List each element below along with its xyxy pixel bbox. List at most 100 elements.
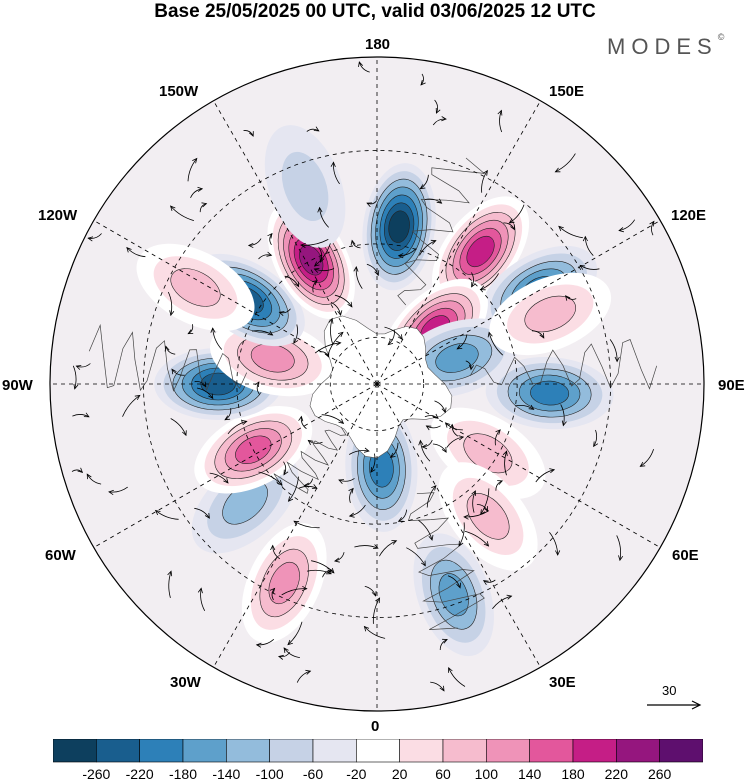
streamline — [504, 451, 507, 476]
streamline — [430, 681, 445, 692]
streamline-arrowhead — [471, 281, 476, 288]
streamline-arrowhead — [326, 569, 332, 575]
streamline — [619, 219, 636, 231]
streamline — [483, 579, 496, 583]
streamline-arrowhead — [313, 126, 320, 132]
colorbar-swatch — [616, 739, 660, 763]
streamline-arrowhead — [287, 496, 294, 502]
streamline-arrowhead — [487, 331, 493, 338]
streamline-arrowhead — [319, 257, 325, 263]
colorbar-swatch — [659, 739, 703, 763]
meridian-line — [376, 383, 553, 688]
streamline-arrowhead — [441, 116, 447, 122]
colorbar-swatch — [572, 739, 617, 763]
contour-band — [438, 573, 469, 617]
streamline-arrowhead — [375, 597, 381, 604]
colorbar-swatch — [312, 739, 357, 763]
streamline-arrowhead — [347, 301, 353, 308]
streamline — [370, 453, 376, 473]
streamline-arrowhead — [364, 447, 370, 453]
colorbar-tick-label: -20 — [346, 766, 367, 782]
streamline — [480, 488, 490, 515]
streamline — [256, 638, 275, 646]
streamline-arrowhead — [555, 550, 561, 556]
streamline-arrowhead — [330, 161, 336, 168]
streamline-arrowhead — [497, 109, 503, 116]
streamline — [108, 486, 128, 493]
streamline-arrowhead — [442, 638, 448, 644]
coastline — [273, 426, 347, 494]
colorbar-swatch — [486, 739, 530, 763]
streamline — [351, 240, 361, 249]
streamline-arrowhead — [338, 418, 345, 424]
streamline-arrowhead — [441, 447, 447, 453]
streamline — [308, 440, 323, 444]
streamline-arrowhead — [370, 467, 376, 473]
streamline-arrowhead — [334, 557, 340, 563]
streamline-arrowhead — [208, 393, 214, 400]
high-anomaly-cell — [210, 319, 336, 397]
streamline-arrowhead — [247, 242, 254, 249]
streamline-arrowhead — [374, 270, 380, 277]
streamline-arrowhead — [397, 517, 404, 522]
streamline-arrowhead — [418, 439, 424, 446]
contour-band — [466, 493, 510, 540]
streamline-arrowhead — [614, 356, 620, 363]
streamline-arrowhead — [270, 544, 276, 551]
streamline-arrowhead — [558, 225, 564, 232]
streamline — [514, 404, 534, 410]
streamline — [558, 226, 583, 239]
streamline-arrowhead — [335, 340, 342, 346]
streamline — [492, 595, 512, 610]
streamline — [384, 326, 403, 340]
streamline — [256, 381, 260, 395]
streamline — [283, 647, 300, 658]
colorbar-tick-label: 260 — [647, 766, 672, 782]
streamline — [616, 535, 621, 561]
streamline — [196, 387, 214, 399]
streamline — [300, 239, 329, 246]
anomaly-field — [50, 57, 704, 711]
streamline-arrowhead — [421, 444, 428, 450]
streamline-arrowhead — [278, 311, 285, 316]
coastline — [407, 492, 485, 630]
latitude-circle — [329, 336, 425, 432]
streamline-arrowhead — [579, 264, 586, 270]
colorbar — [53, 739, 703, 763]
streamline-arrowhead — [358, 61, 363, 67]
streamline-arrowhead — [224, 415, 231, 421]
streamline — [224, 408, 232, 421]
streamline-arrowhead — [433, 413, 439, 419]
streamline — [355, 266, 363, 289]
streamline-arrowhead — [300, 242, 306, 248]
streamline — [212, 328, 223, 350]
streamline — [451, 424, 459, 437]
reference-vector-value: 30 — [662, 683, 677, 698]
streamline-arrowhead — [420, 79, 426, 86]
colorbar-tick-label: -260 — [82, 766, 111, 782]
streamline — [439, 639, 448, 651]
streamline — [165, 346, 176, 355]
streamline — [406, 547, 426, 566]
streamline — [72, 414, 90, 418]
meridian-line — [376, 208, 681, 385]
streamline — [330, 318, 334, 345]
colorbar-tick-label: 140 — [517, 766, 542, 782]
streamline — [364, 626, 386, 639]
streamline-arrowhead — [639, 461, 646, 467]
streamline-arrowhead — [430, 239, 437, 245]
streamline — [314, 243, 331, 267]
streamline — [609, 339, 618, 362]
streamline — [187, 158, 198, 182]
streamline-arrowhead — [482, 169, 488, 176]
streamline — [307, 569, 332, 575]
colorbar-tick-label: 220 — [604, 766, 629, 782]
streamline — [422, 439, 433, 448]
lon-label-30e: 30E — [549, 674, 576, 691]
streamline — [366, 263, 379, 276]
colorbar-tick-label: -60 — [302, 766, 324, 782]
streamline — [209, 472, 229, 484]
colorbar-swatch — [226, 739, 270, 763]
streamline — [420, 174, 429, 190]
streamline-arrowhead — [267, 330, 274, 336]
